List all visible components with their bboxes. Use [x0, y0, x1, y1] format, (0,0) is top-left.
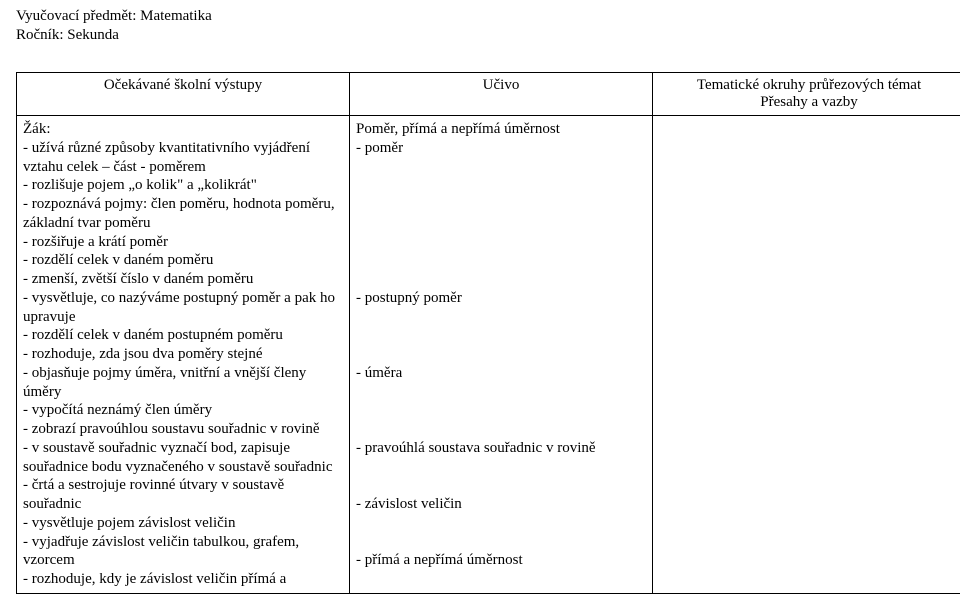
- table-row: Žák: - užívá různé způsoby kvantitativní…: [17, 116, 960, 594]
- outcomes-line: - v soustavě souřadnic vyznačí bod, zapi…: [23, 439, 343, 477]
- cell-content: Poměr, přímá a nepřímá úměrnost - poměr …: [350, 116, 653, 594]
- table-header-row: Očekávané školní výstupy Učivo Tematické…: [17, 73, 960, 116]
- outcomes-line: - rozpoznává pojmy: člen poměru, hodnota…: [23, 195, 343, 233]
- outcomes-line: - objasňuje pojmy úměra, vnitřní a vnějš…: [23, 364, 343, 402]
- outcomes-line: - rozšiřuje a krátí poměr: [23, 233, 343, 252]
- content-line: - přímá a nepřímá úměrnost: [356, 551, 646, 570]
- content-line: [356, 270, 646, 289]
- content-line: - závislost veličin: [356, 495, 646, 514]
- content-line: - poměr: [356, 139, 646, 158]
- content-line: [356, 401, 646, 420]
- content-line: [356, 176, 646, 195]
- outcomes-line: - rozdělí celek v daném postupném poměru: [23, 326, 343, 345]
- outcomes-line: - rozlišuje pojem „o kolik" a „kolikrát": [23, 176, 343, 195]
- content-line: [356, 251, 646, 270]
- content-line: [356, 233, 646, 252]
- cell-themes: [653, 116, 960, 594]
- outcomes-line: - vypočítá neznámý člen úměry: [23, 401, 343, 420]
- outcomes-content: Žák: - užívá různé způsoby kvantitativní…: [23, 120, 343, 589]
- content-line: Poměr, přímá a nepřímá úměrnost: [356, 120, 646, 139]
- outcomes-line: - vyjadřuje závislost veličin tabulkou, …: [23, 533, 343, 571]
- content-line: [356, 158, 646, 177]
- curriculum-table: Očekávané školní výstupy Učivo Tematické…: [16, 72, 960, 594]
- col-header-outcomes: Očekávané školní výstupy: [17, 73, 350, 116]
- content-line: [356, 420, 646, 439]
- content-line: [356, 195, 646, 214]
- outcomes-line: - rozdělí celek v daném poměru: [23, 251, 343, 270]
- outcomes-lead: Žák:: [23, 120, 343, 139]
- subject-line: Vyučovací předmět: Matematika: [16, 8, 944, 25]
- col-header-themes-line1: Tematické okruhy průřezových témat: [697, 77, 921, 93]
- content-line: [356, 326, 646, 345]
- outcomes-line: - rozhoduje, zda jsou dva poměry stejné: [23, 345, 343, 364]
- content-line: [356, 308, 646, 327]
- cell-outcomes: Žák: - užívá různé způsoby kvantitativní…: [17, 116, 350, 594]
- content-line: [356, 214, 646, 233]
- content-line: - úměra: [356, 364, 646, 383]
- header-spacer: [16, 46, 944, 72]
- col-header-content: Učivo: [350, 73, 653, 116]
- outcomes-line: - užívá různé způsoby kvantitativního vy…: [23, 139, 343, 177]
- content-line: [356, 383, 646, 402]
- grade-line: Ročník: Sekunda: [16, 27, 944, 44]
- content-line: [356, 514, 646, 533]
- outcomes-line: - vysvětluje pojem závislost veličin: [23, 514, 343, 533]
- col-header-themes: Tematické okruhy průřezových témat Přesa…: [653, 73, 960, 116]
- content-line: [356, 533, 646, 552]
- outcomes-line: - črtá a sestrojuje rovinné útvary v sou…: [23, 476, 343, 514]
- outcomes-line: - zmenší, zvětší číslo v daném poměru: [23, 270, 343, 289]
- col-header-themes-line2: Přesahy a vazby: [760, 94, 857, 110]
- content-line: [356, 458, 646, 477]
- outcomes-line: - rozhoduje, kdy je závislost veličin př…: [23, 570, 343, 589]
- content-line: [356, 476, 646, 495]
- content-line: - postupný poměr: [356, 289, 646, 308]
- page: Vyučovací předmět: Matematika Ročník: Se…: [0, 0, 960, 594]
- content-line: [356, 345, 646, 364]
- content-line: - pravoúhlá soustava souřadnic v rovině: [356, 439, 646, 458]
- outcomes-line: - zobrazí pravoúhlou soustavu souřadnic …: [23, 420, 343, 439]
- outcomes-line: - vysvětluje, co nazýváme postupný poměr…: [23, 289, 343, 327]
- content-content: Poměr, přímá a nepřímá úměrnost - poměr …: [356, 120, 646, 570]
